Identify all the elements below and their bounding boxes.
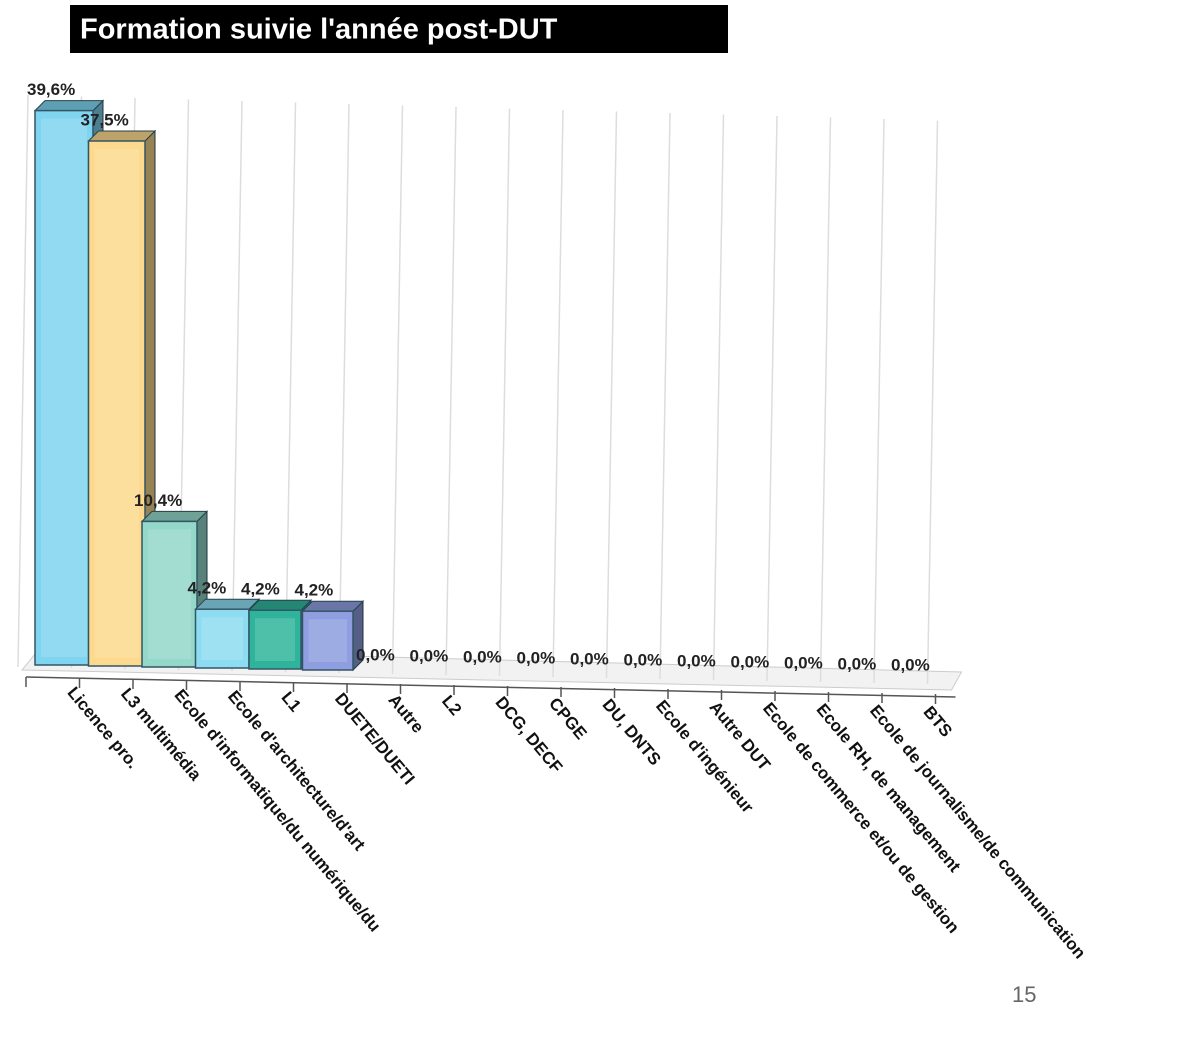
bar-front bbox=[87, 140, 146, 667]
value-label: 4,2% bbox=[241, 580, 280, 599]
grid-line bbox=[445, 106, 457, 676]
grid-line bbox=[552, 109, 564, 678]
value-label: 0,0% bbox=[624, 650, 663, 669]
grid-line bbox=[231, 100, 243, 672]
bar-top bbox=[140, 510, 209, 522]
x-tick-label: BTS bbox=[920, 702, 956, 740]
value-label: 39,6% bbox=[27, 80, 75, 99]
value-label: 4,2% bbox=[188, 579, 227, 598]
grid-line bbox=[498, 108, 511, 677]
bar-top bbox=[301, 600, 365, 612]
title-box bbox=[70, 5, 728, 53]
value-label: 0,0% bbox=[570, 649, 609, 668]
value-label: 0,0% bbox=[784, 653, 823, 672]
value-label: 0,0% bbox=[677, 651, 716, 670]
value-label: 0,0% bbox=[517, 648, 556, 667]
value-label: 0,0% bbox=[731, 652, 770, 671]
x-tick-label: L2 bbox=[438, 692, 465, 719]
grid-line bbox=[766, 115, 778, 682]
bar-top bbox=[87, 130, 157, 142]
bar-shine bbox=[94, 149, 139, 658]
bar-shine bbox=[148, 529, 191, 659]
value-label: 0,0% bbox=[838, 654, 877, 673]
grid-line bbox=[712, 114, 725, 681]
value-label: 0,0% bbox=[356, 645, 395, 664]
value-label: 0,0% bbox=[410, 646, 449, 665]
grid-line bbox=[659, 112, 671, 680]
value-label: 10,4% bbox=[134, 491, 182, 510]
bar-top bbox=[247, 599, 313, 611]
bar-shine bbox=[308, 619, 347, 662]
grid-line bbox=[391, 105, 404, 675]
bar bbox=[247, 598, 313, 671]
bar-shine bbox=[255, 618, 295, 661]
bar-front bbox=[248, 609, 302, 670]
x-tick-label: Ecole de commerce et/ou de gestion bbox=[759, 699, 963, 937]
x-tick-label: Autre bbox=[385, 690, 428, 736]
grid-line bbox=[17, 94, 29, 668]
value-label: 0,0% bbox=[891, 655, 930, 674]
bar bbox=[301, 599, 365, 672]
page-number: 15 bbox=[1012, 982, 1036, 1007]
value-label: 4,2% bbox=[295, 581, 334, 600]
bar bbox=[140, 510, 209, 669]
grid-line bbox=[926, 120, 939, 685]
x-tick-label: Ecole de journalisme/de communication bbox=[866, 701, 1089, 962]
x-tick-label: L1 bbox=[278, 688, 305, 715]
bar-top bbox=[33, 100, 105, 112]
grid-line bbox=[284, 102, 297, 673]
bar-shine bbox=[201, 617, 243, 660]
value-label: 0,0% bbox=[463, 647, 502, 666]
bar-front bbox=[141, 520, 198, 668]
bar-front bbox=[301, 610, 354, 671]
x-tick-label: CPGE bbox=[545, 694, 591, 743]
grid-line bbox=[605, 111, 618, 679]
bar-front bbox=[194, 608, 250, 669]
chart-title: Formation suivie l'année post-DUT bbox=[80, 14, 558, 46]
bar-shine bbox=[41, 118, 87, 658]
value-label: 37,5% bbox=[81, 110, 129, 129]
x-tick-label: Ecole d'ingénieur bbox=[652, 696, 757, 817]
grid-line bbox=[873, 118, 885, 684]
grid-line bbox=[338, 103, 350, 674]
grid-line bbox=[819, 117, 832, 683]
bar-top bbox=[194, 598, 261, 610]
x-axis bbox=[25, 676, 956, 698]
